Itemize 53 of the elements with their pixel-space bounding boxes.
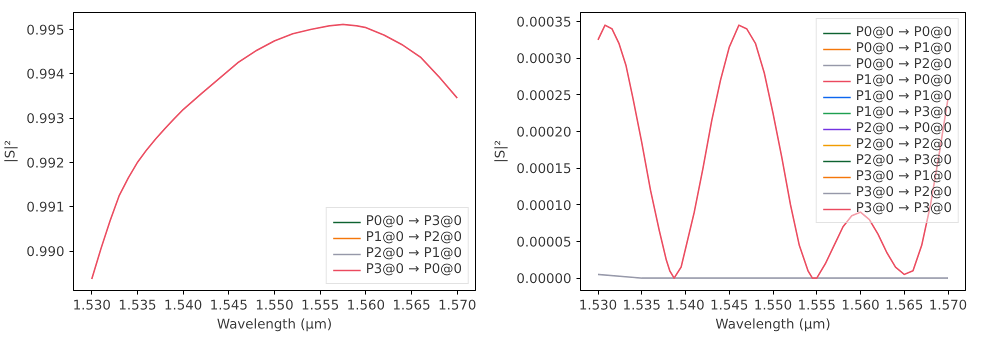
legend-label: P1@0 → P2@0: [366, 230, 462, 245]
x-tick-label: 1.560: [841, 298, 880, 314]
x-tick-label: 1.570: [438, 298, 476, 314]
y-tick-label: 0.990: [26, 245, 64, 260]
legend-label: P2@0 → P2@0: [856, 137, 952, 152]
legend-label: P0@0 → P1@0: [856, 41, 952, 56]
x-tick-label: 1.540: [666, 298, 705, 314]
y-tick-label: 0.993: [26, 112, 64, 128]
y-tick-label: 0.00025: [516, 88, 572, 104]
x-tick-label: 1.540: [164, 298, 202, 314]
legend-label: P2@0 → P3@0: [856, 153, 952, 168]
y-tick-label: 0.00010: [516, 198, 572, 214]
x-tick-label: 1.550: [754, 298, 792, 314]
x-tick-label: 1.530: [72, 298, 111, 314]
legend-label: P3@0 → P3@0: [856, 201, 952, 216]
x-tick-label: 1.555: [798, 298, 836, 314]
legend-label: P3@0 → P2@0: [856, 185, 952, 200]
legend-label: P1@0 → P1@0: [856, 89, 952, 104]
y-axis-title: |S|²: [493, 140, 508, 163]
x-tick-label: 1.560: [346, 298, 385, 314]
y-tick-label: 0.00035: [516, 16, 572, 31]
y-tick-label: 0.992: [26, 156, 64, 172]
x-tick-label: 1.530: [578, 298, 618, 314]
x-tick-label: 1.545: [710, 298, 748, 314]
y-tick-label: 0.991: [26, 200, 64, 216]
legend-label: P2@0 → P0@0: [856, 121, 952, 136]
x-axis-title: Wavelength (µm): [216, 318, 332, 332]
x-tick-label: 1.555: [301, 298, 340, 314]
y-tick-label: 0.00000: [516, 272, 572, 288]
x-tick-label: 1.565: [885, 298, 924, 314]
legend-label: P1@0 → P0@0: [856, 73, 952, 88]
y-tick-label: 0.00015: [516, 162, 572, 178]
x-tick-label: 1.565: [392, 298, 431, 314]
y-axis-title: |S|²: [3, 140, 18, 163]
y-tick-label: 0.995: [26, 23, 64, 38]
x-tick-label: 1.570: [928, 298, 968, 314]
x-tick-label: 1.535: [622, 298, 661, 314]
legend-label: P0@0 → P2@0: [856, 57, 952, 72]
y-tick-label: 0.00020: [516, 125, 572, 140]
x-tick-label: 1.550: [255, 298, 294, 314]
line-series: [597, 24, 949, 279]
legend-label: P1@0 → P3@0: [856, 105, 952, 120]
y-tick-label: 0.00005: [516, 235, 572, 250]
legend-label: P0@0 → P3@0: [366, 214, 462, 229]
x-tick-label: 1.545: [210, 298, 248, 314]
legend-label: P2@0 → P1@0: [366, 246, 462, 261]
legend-label: P0@0 → P0@0: [856, 25, 952, 40]
x-axis-title: Wavelength (µm): [715, 318, 831, 332]
y-tick-label: 0.994: [26, 68, 64, 83]
y-tick-label: 0.00030: [516, 52, 572, 68]
x-tick-label: 1.535: [118, 298, 157, 314]
legend-label: P3@0 → P1@0: [856, 169, 952, 184]
legend-label: P3@0 → P0@0: [366, 262, 462, 277]
